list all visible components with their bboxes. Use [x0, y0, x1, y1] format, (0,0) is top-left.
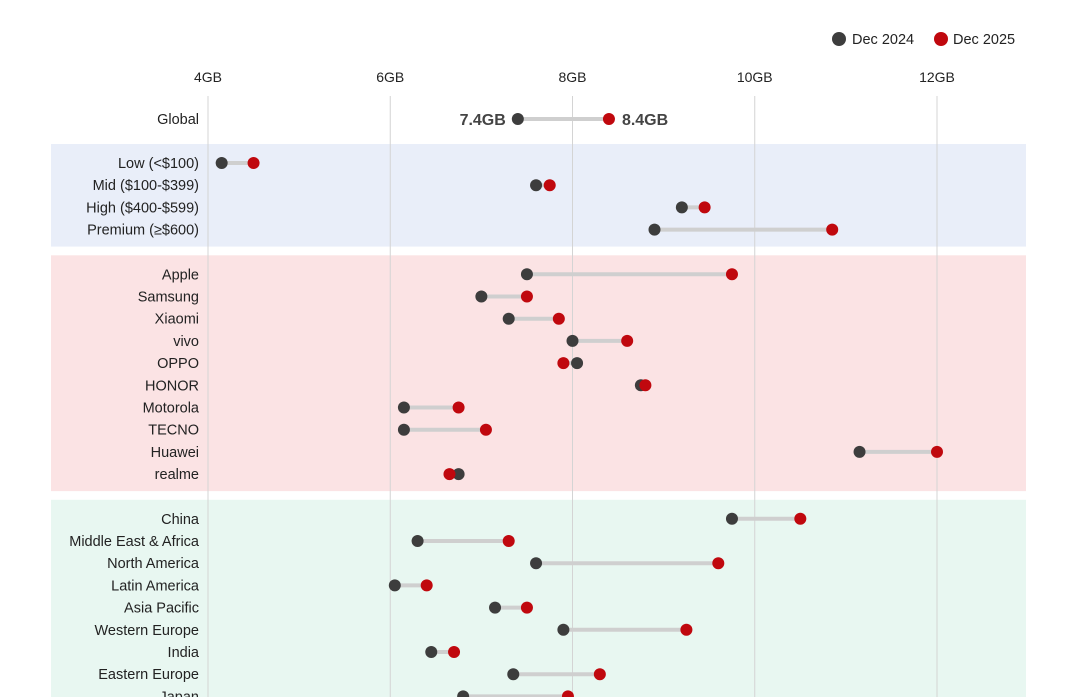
dot-dec-2024-india: [425, 646, 438, 658]
dot-dec-2024-western-europe: [557, 623, 570, 636]
row-label-huawei: Huawei: [151, 445, 199, 461]
dot-dec-2025-china: [794, 512, 807, 525]
group-backgrounds: [51, 144, 1026, 697]
legend: Dec 2024 Dec 2025: [832, 32, 1015, 48]
dot-dec-2025-vivo: [621, 334, 634, 347]
dot-dec-2024-china: [725, 512, 738, 525]
row-label-samsung: Samsung: [138, 290, 199, 306]
dot-dec-2024-japan: [457, 690, 470, 697]
dot-dec-2025-high-400-599: [698, 201, 711, 214]
dot-dec-2025-tecno: [479, 423, 492, 436]
row-label-oppo: OPPO: [157, 356, 199, 372]
dot-dec-2024-motorola: [397, 401, 410, 414]
dot-dec-2024-eastern-europe: [507, 668, 520, 681]
row-label-global: Global: [157, 112, 199, 128]
callout-dec-2024: 7.4GB: [460, 112, 506, 129]
tick-label-4gb: 4GB: [194, 69, 222, 85]
dot-dec-2025-realme: [443, 468, 456, 481]
dot-dec-2024-premium-600: [648, 223, 661, 236]
dot-dec-2025-premium-600: [826, 223, 839, 236]
row-label-japan: Japan: [159, 689, 199, 697]
row-label-western-europe: Western Europe: [94, 623, 199, 639]
dot-dec-2024-vivo: [566, 334, 579, 347]
tick-label-10gb: 10GB: [737, 69, 773, 85]
x-axis-ticks: 4GB 6GB 8GB 10GB 12GB: [194, 69, 955, 85]
dot-dec-2025-western-europe: [680, 623, 693, 636]
dot-dec-2025-middle-east-africa: [502, 535, 515, 547]
dot-dec-2024-latin-america: [388, 579, 401, 592]
dot-dec-2025-mid-100-399: [543, 179, 556, 192]
dot-dec-2024-mid-100-399: [530, 179, 543, 192]
dot-dec-2025-apple: [725, 268, 738, 281]
dot-dec-2025-oppo: [557, 357, 570, 370]
dot-dec-2024-xiaomi: [502, 312, 515, 325]
dot-dec-2024-huawei: [853, 445, 866, 458]
dot-dec-2025-low-100: [247, 157, 260, 169]
dot-dec-2024-high-400-599: [675, 201, 688, 214]
dot-dec-2025-motorola: [452, 401, 465, 414]
gridlines: [207, 96, 938, 697]
row-label-high-400-599: High ($400-$599): [86, 200, 199, 216]
dot-dec-2024-oppo: [571, 357, 584, 370]
row-label-apple: Apple: [162, 267, 199, 283]
row-label-realme: realme: [155, 467, 199, 483]
row-label-xiaomi: Xiaomi: [155, 312, 199, 328]
tick-label-8gb: 8GB: [558, 69, 586, 85]
dot-dec-2025-eastern-europe: [593, 668, 606, 681]
row-label-vivo: vivo: [173, 334, 199, 350]
callout-dec-2025: 8.4GB: [622, 112, 668, 129]
row-label-premium-600: Premium (≥$600): [87, 223, 199, 239]
row-label-north-america: North America: [107, 556, 200, 572]
dot-dec-2024-global: [511, 113, 524, 125]
tick-label-6gb: 6GB: [376, 69, 404, 85]
dot-dec-2025-japan: [561, 690, 574, 697]
dot-dec-2025-latin-america: [420, 579, 433, 592]
dot-dec-2025-samsung: [520, 290, 533, 303]
dot-dec-2025-xiaomi: [552, 312, 565, 325]
legend-label-dec-2025: Dec 2025: [953, 32, 1015, 48]
legend-swatch-dec-2025: [934, 32, 948, 46]
data-rows: Global Low (<$100) Mid ($100-$399) High ($4…: [69, 112, 943, 697]
dot-dec-2024-apple: [520, 268, 533, 281]
band-region: [51, 499, 1026, 697]
row-label-middle-east-africa: Middle East & Africa: [69, 534, 200, 550]
dot-dec-2025-asia-pacific: [520, 601, 533, 614]
tick-label-12gb: 12GB: [919, 69, 955, 85]
legend-label-dec-2024: Dec 2024: [852, 32, 914, 48]
dot-dec-2024-realme: [452, 468, 465, 481]
row-label-india: India: [168, 645, 200, 661]
row-label-latin-america: Latin America: [111, 578, 200, 594]
dot-dec-2025-honor: [639, 379, 652, 392]
row-label-motorola: Motorola: [143, 401, 200, 417]
dot-dec-2024-asia-pacific: [489, 601, 502, 614]
legend-swatch-dec-2024: [832, 32, 846, 46]
dot-dec-2025-global: [602, 113, 615, 125]
dot-dec-2024-north-america: [530, 557, 543, 570]
dot-dec-2025-north-america: [712, 557, 725, 570]
dot-dec-2025-india: [448, 646, 461, 658]
row-label-china: China: [161, 512, 200, 528]
row-label-mid-100-399: Mid ($100-$399): [93, 178, 199, 194]
row-label-tecno: TECNO: [148, 423, 199, 439]
dot-dec-2024-tecno: [397, 423, 410, 436]
dot-dec-2024-low-100: [215, 157, 228, 169]
dot-dec-2024-samsung: [475, 290, 488, 303]
dot-dec-2024-middle-east-africa: [411, 535, 424, 547]
row-label-asia-pacific: Asia Pacific: [124, 601, 199, 617]
band-price-band: [51, 144, 1026, 247]
row-label-eastern-europe: Eastern Europe: [98, 667, 199, 683]
dot-dec-2025-huawei: [931, 445, 943, 458]
row-label-low-100: Low (<$100): [118, 156, 199, 172]
global-callouts: 7.4GB 8.4GB: [460, 112, 669, 129]
row-label-honor: HONOR: [145, 378, 199, 394]
